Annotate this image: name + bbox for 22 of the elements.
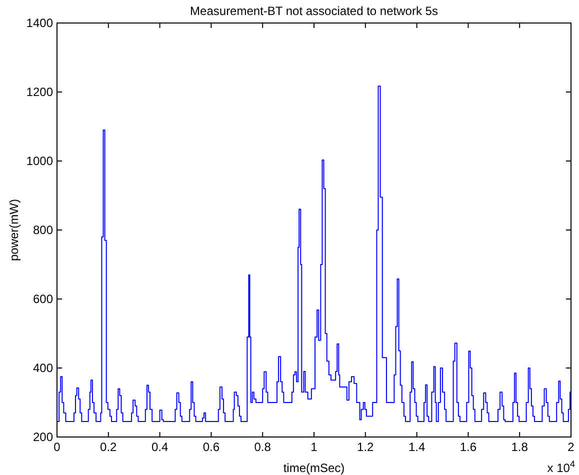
chart-title: Measurement-BT not associated to network 5s [190, 4, 438, 18]
y-tick-label: 1000 [26, 154, 54, 168]
x-tick-label: 0 [54, 440, 61, 454]
text: x 10$^{4}$ [547, 459, 575, 475]
x-tick-label: 0.8 [254, 440, 272, 454]
x-tick-label: 1.8 [511, 440, 528, 454]
y-tick-label: 1200 [26, 85, 54, 99]
x-tick-label: 1.2 [357, 440, 374, 454]
x-tick-label: 0.6 [202, 440, 220, 454]
y-tick-label: 800 [32, 223, 54, 237]
x-tick-label: 0.2 [100, 440, 118, 454]
y-tick-label: 400 [32, 361, 54, 375]
x-tick-label: 1.6 [460, 440, 477, 454]
x-tick-label: 1.4 [408, 440, 426, 454]
y-tick-label: 200 [32, 430, 54, 444]
y-tick-label: 1400 [26, 16, 54, 30]
x-axis-title: time(mSec) [283, 461, 345, 475]
x-tick-label: 0.4 [151, 440, 168, 454]
x-tick-label: 1 [310, 440, 318, 454]
x-tick-label: 2 [568, 440, 575, 454]
y-tick-label: 600 [32, 292, 54, 306]
y-axis-title: power(mW) [7, 199, 21, 261]
